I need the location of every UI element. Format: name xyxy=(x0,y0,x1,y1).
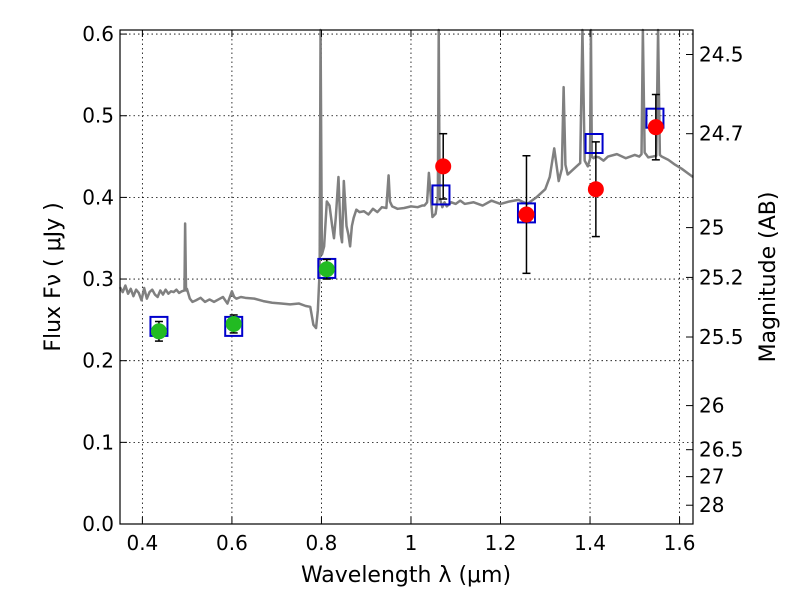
data-square-marker xyxy=(584,132,604,154)
x-tick-label: 0.8 xyxy=(306,531,338,555)
data-circle-marker xyxy=(225,315,242,332)
y2-tick-label: 26.5 xyxy=(699,438,744,462)
data-square-marker xyxy=(431,184,451,206)
x-tick-label: 0.6 xyxy=(216,531,248,555)
y-axis-label: Flux Fν ( μJy ) xyxy=(41,202,66,351)
data-circle-marker xyxy=(518,206,535,223)
spectrum-line xyxy=(118,28,694,330)
data-circle-marker xyxy=(435,158,452,175)
y-tick-label: 0.4 xyxy=(82,185,114,209)
x-tick-label: 0.4 xyxy=(126,531,158,555)
x-axis-label: Wavelength λ (μm) xyxy=(301,563,511,588)
y2-tick-label: 25.2 xyxy=(699,265,744,289)
y2-tick-label: 24.7 xyxy=(699,122,744,146)
data-circle-marker xyxy=(647,119,664,136)
y-tick-label: 0.0 xyxy=(82,512,114,536)
x-tick-label: 1.2 xyxy=(485,531,517,555)
y2-tick-label: 24.5 xyxy=(699,42,744,66)
plot-background xyxy=(120,30,693,524)
y2-tick-label: 26 xyxy=(699,394,724,418)
y-tick-label: 0.2 xyxy=(82,349,114,373)
y2-tick-label: 25 xyxy=(699,216,724,240)
axis-ticks: 0.4 0.6 0.8 1 1.2 1.4 1.6 0.0 0.1 0.2 0.3 0.4 0.5 0.6… xyxy=(82,22,743,555)
y-tick-label: 0.1 xyxy=(82,430,114,454)
y-tick-label: 0.6 xyxy=(82,22,114,46)
y2-tick-label: 25.5 xyxy=(699,325,744,349)
data-points xyxy=(149,93,665,342)
x-tick-label: 1.6 xyxy=(664,531,696,555)
data-circle-marker xyxy=(150,323,167,340)
y2-tick-label: 27 xyxy=(699,465,724,489)
x-tick-label: 1.4 xyxy=(574,531,606,555)
y2-tick-label: 28 xyxy=(699,493,724,517)
data-circle-marker xyxy=(587,181,604,198)
y-tick-label: 0.5 xyxy=(82,104,114,128)
x-tick-label: 1 xyxy=(405,531,418,555)
y-tick-label: 0.3 xyxy=(82,267,114,291)
model-spectrum xyxy=(118,28,694,330)
data-circle-marker xyxy=(318,261,335,278)
y2-axis-label: Magnitude (AB) xyxy=(756,192,781,363)
